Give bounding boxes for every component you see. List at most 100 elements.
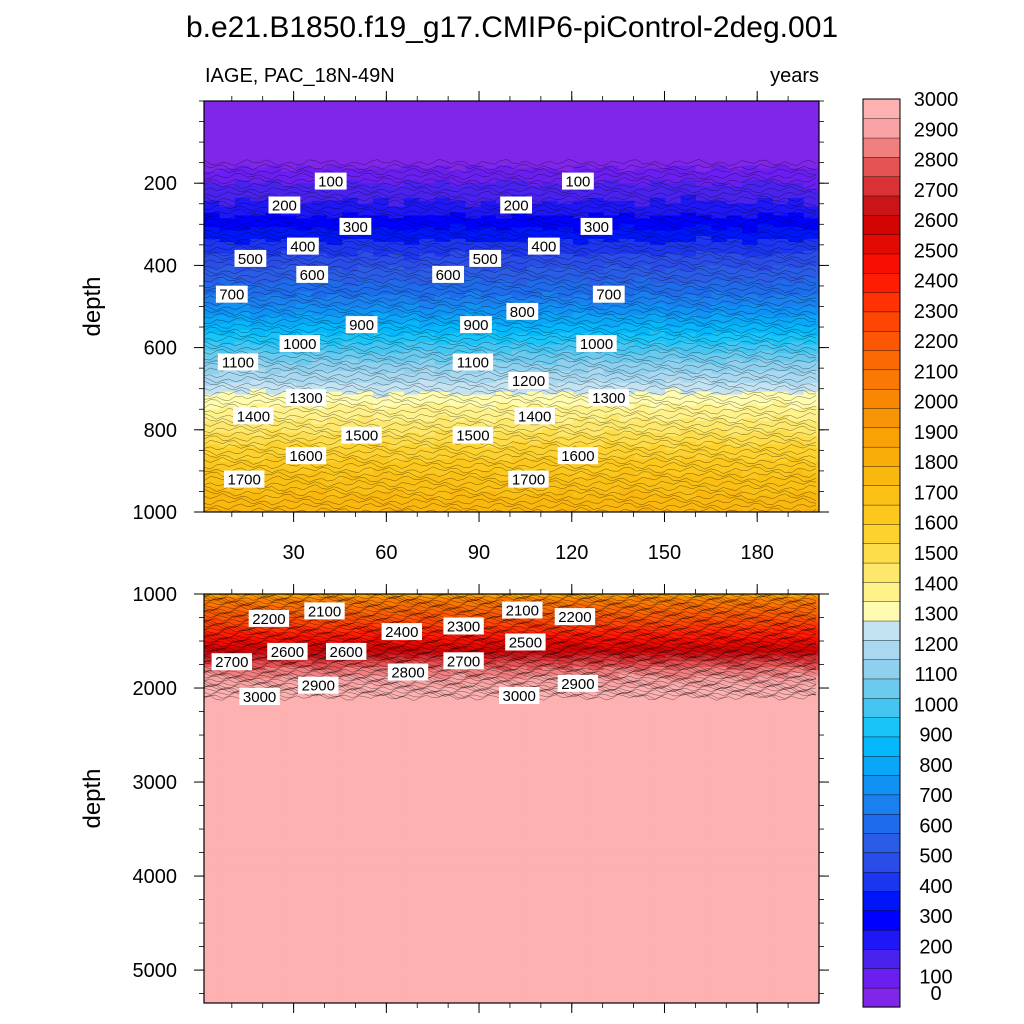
field-cell — [357, 206, 374, 211]
field-cell — [711, 127, 728, 131]
field-cell — [496, 253, 513, 258]
field-cell — [757, 247, 774, 252]
field-cell — [665, 186, 682, 190]
field-cell — [434, 362, 451, 366]
field-cell — [757, 303, 774, 308]
field-cell — [557, 192, 574, 196]
field-cell — [603, 453, 620, 457]
field-cell — [388, 347, 405, 352]
field-cell — [649, 306, 666, 311]
field-cell — [388, 274, 405, 278]
field-cell — [403, 300, 420, 305]
field-cell — [204, 259, 220, 264]
field-cell — [711, 115, 728, 120]
field-cell — [480, 118, 497, 123]
field-cell — [742, 162, 759, 167]
field-cell — [757, 415, 774, 419]
field-cell — [665, 139, 682, 143]
field-cell — [603, 429, 620, 434]
field-cell — [573, 400, 589, 404]
field-cell — [603, 371, 620, 375]
field-cell — [526, 327, 543, 331]
field-cell — [403, 291, 420, 296]
field-cell — [450, 200, 466, 205]
field-cell — [788, 412, 805, 416]
field-cell — [219, 306, 236, 311]
field-cell — [204, 435, 220, 440]
field-cell — [373, 233, 390, 237]
field-cell — [265, 376, 282, 381]
field-cell — [757, 150, 774, 155]
field-cell — [296, 412, 313, 416]
field-cell — [511, 247, 528, 252]
field-cell — [680, 133, 697, 137]
field-cell — [234, 147, 251, 152]
field-cell — [573, 168, 589, 173]
field-cell — [327, 309, 343, 313]
field-cell — [480, 459, 497, 463]
field-cell — [772, 168, 789, 173]
field-cell — [603, 209, 620, 214]
field-cell — [311, 327, 328, 331]
field-cell — [480, 288, 497, 293]
field-cell — [357, 294, 374, 299]
field-cell — [450, 162, 466, 167]
field-cell — [204, 277, 220, 281]
field-cell — [634, 332, 651, 337]
field-cell — [757, 374, 774, 378]
field-cell — [327, 288, 343, 293]
field-cell — [526, 450, 543, 454]
field-cell — [403, 247, 420, 252]
field-cell — [296, 382, 313, 387]
field-cell — [234, 400, 251, 404]
field-cell — [265, 277, 282, 281]
field-cell — [665, 379, 682, 384]
field-cell — [788, 288, 805, 293]
field-cell — [680, 106, 697, 111]
field-cell — [557, 212, 574, 217]
field-cell — [726, 350, 743, 355]
field-cell — [265, 344, 282, 349]
field-cell — [234, 247, 251, 252]
field-cell — [450, 256, 466, 261]
field-cell — [557, 215, 574, 220]
field-cell — [603, 359, 620, 363]
field-cell — [327, 150, 343, 155]
field-cell — [526, 285, 543, 290]
field-cell — [588, 250, 605, 255]
field-cell — [373, 224, 390, 228]
field-cell — [742, 168, 759, 173]
field-cell — [573, 130, 589, 134]
field-cell — [757, 171, 774, 175]
field-cell — [696, 447, 712, 451]
field-cell — [634, 371, 651, 375]
field-cell — [265, 303, 282, 308]
field-cell — [603, 368, 620, 372]
field-cell — [465, 285, 482, 290]
field-cell — [480, 153, 497, 158]
field-cell — [357, 347, 374, 352]
field-cell — [280, 353, 297, 358]
field-cell — [742, 435, 759, 440]
field-cell — [680, 186, 697, 190]
field-cell — [465, 465, 482, 469]
field-cell — [711, 426, 728, 431]
field-cell — [296, 118, 313, 123]
field-cell — [373, 379, 390, 384]
field-cell — [296, 262, 313, 266]
field-cell — [511, 130, 528, 134]
field-cell — [742, 447, 759, 451]
field-cell — [634, 465, 651, 469]
field-cell — [296, 294, 313, 299]
field-cell — [634, 103, 651, 108]
field-cell — [542, 197, 559, 202]
field-cell — [803, 277, 819, 281]
field-cell — [680, 150, 697, 155]
field-cell — [480, 379, 497, 384]
field-cell — [265, 130, 282, 134]
field-cell — [311, 162, 328, 167]
field-cell — [357, 145, 374, 149]
field-cell — [250, 335, 267, 340]
field-cell — [342, 262, 359, 266]
field-cell — [234, 209, 251, 214]
